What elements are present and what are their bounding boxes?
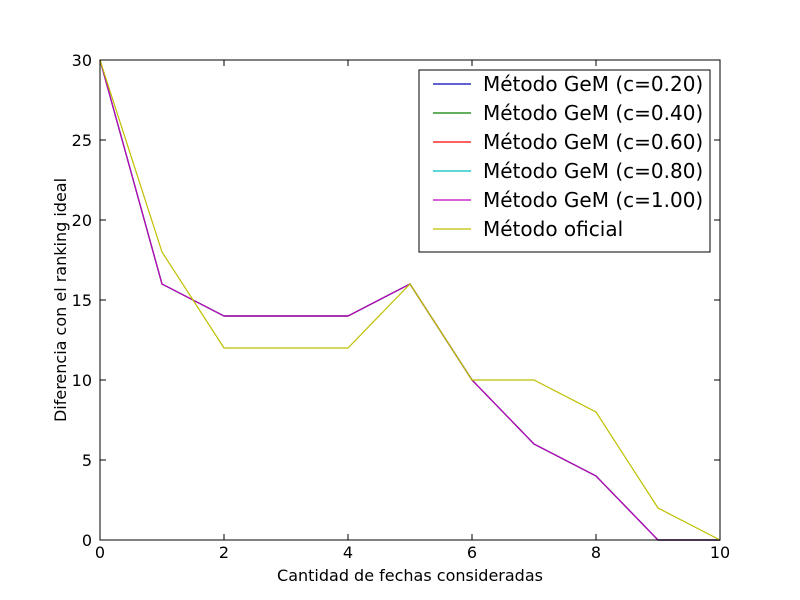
series-layer <box>99 59 721 541</box>
y-tick-label: 0 <box>82 531 92 550</box>
y-tick-label: 5 <box>82 451 92 470</box>
x-tick-label: 4 <box>343 543 353 562</box>
x-tick-label: 0 <box>95 543 105 562</box>
legend-label: Método GeM (c=1.00) <box>483 188 703 212</box>
legend-box <box>418 69 711 253</box>
y-tick-label: 25 <box>72 131 92 150</box>
legend-label: Método oficial <box>483 217 623 241</box>
legend-label: Método GeM (c=0.80) <box>483 159 703 183</box>
y-tick-label: 20 <box>72 211 92 230</box>
legend-label: Método GeM (c=0.60) <box>483 130 703 154</box>
legend: Método GeM (c=0.20) Método GeM (c=0.40) Mé… <box>418 69 711 253</box>
x-tick-label: 10 <box>710 543 730 562</box>
legend-label: Método GeM (c=0.20) <box>483 72 703 96</box>
y-axis-label: Diferencia con el ranking ideal <box>51 178 70 422</box>
x-tick-label: 2 <box>219 543 229 562</box>
x-tick-label: 6 <box>467 543 477 562</box>
ticks-layer: 0 2 4 6 8 10 0 5 10 15 20 25 30 <box>72 51 731 562</box>
legend-label: Método GeM (c=0.40) <box>483 101 703 125</box>
y-tick-label: 30 <box>72 51 92 70</box>
series-line-6 <box>99 59 721 541</box>
y-tick-label: 10 <box>72 371 92 390</box>
y-tick-label: 15 <box>72 291 92 310</box>
x-tick-label: 8 <box>591 543 601 562</box>
x-axis-label: Cantidad de fechas consideradas <box>277 566 543 585</box>
